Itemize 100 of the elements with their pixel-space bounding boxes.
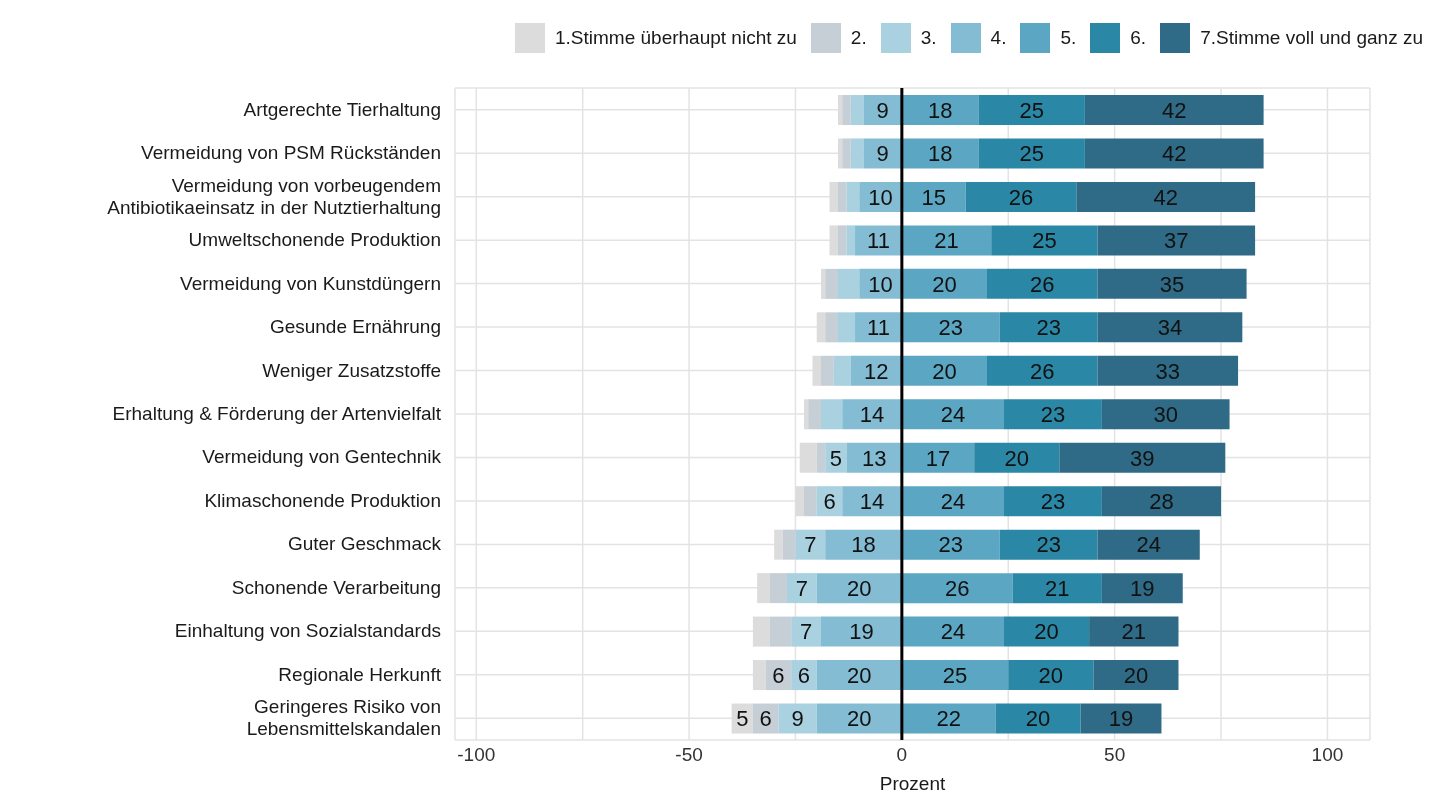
bar	[769, 573, 787, 604]
legend-label: 2.	[850, 27, 867, 49]
data-label: 18	[927, 97, 953, 123]
bar	[901, 95, 979, 125]
y-tick-label: Regionale Herkunft	[278, 663, 442, 685]
data-label: 19	[1108, 706, 1134, 732]
y-tick-label: Artgerechte Tierhaltung	[243, 98, 441, 120]
bar	[1097, 268, 1247, 299]
bar	[901, 660, 1009, 691]
data-label: 20	[1004, 445, 1030, 471]
data-label: 21	[1121, 619, 1147, 645]
bar	[1101, 573, 1183, 604]
bar	[1008, 660, 1094, 691]
bar	[901, 616, 1004, 647]
data-label: 26	[1030, 271, 1055, 297]
bar	[901, 529, 1000, 560]
bar	[901, 573, 1013, 604]
bar	[1101, 486, 1222, 517]
bar	[1097, 225, 1256, 256]
bar	[821, 616, 902, 647]
data-label: 33	[1155, 358, 1181, 384]
legend-label: 7.Stimme voll und ganz zu	[1200, 27, 1423, 49]
data-label: 20	[1034, 619, 1059, 645]
data-label: 9	[876, 97, 889, 123]
bar	[1089, 616, 1179, 647]
data-label: 23	[938, 532, 964, 558]
bar	[1004, 399, 1102, 430]
x-tick-label: 100	[1311, 744, 1344, 766]
bar	[1084, 95, 1264, 125]
bar	[846, 181, 860, 212]
y-tick-label: Vermeidung von vorbeugendem Antibiotikaeinsatz in der Nutztierhaltung	[107, 174, 441, 218]
data-label: 6	[797, 662, 811, 688]
data-label: 7	[804, 532, 817, 558]
bar	[1080, 703, 1162, 734]
data-label: 7	[795, 575, 808, 601]
data-label: 42	[1161, 141, 1187, 167]
data-label: 21	[934, 228, 959, 254]
data-label: 24	[940, 402, 966, 428]
bar	[978, 95, 1085, 125]
bar	[1097, 312, 1243, 343]
x-tick-label: -50	[675, 744, 703, 766]
data-label: 19	[1130, 575, 1155, 601]
bar	[816, 703, 902, 734]
data-label: 7	[799, 619, 813, 645]
data-label: 25	[1019, 97, 1044, 123]
data-label: 6	[759, 706, 772, 732]
bar	[999, 312, 1098, 343]
bar	[786, 573, 817, 604]
y-tick-label: Vermeidung von PSM Rückständen	[141, 142, 441, 164]
bar	[901, 442, 975, 473]
data-label: 20	[847, 662, 872, 688]
bar	[901, 181, 966, 212]
data-label: 14	[859, 402, 885, 428]
bar	[1012, 573, 1102, 604]
bar	[999, 529, 1098, 560]
data-label: 17	[925, 445, 951, 471]
data-label: 20	[932, 358, 957, 384]
bar	[1101, 399, 1230, 430]
y-tick-label: Vermeidung von Gentechnik	[202, 446, 442, 468]
bar	[808, 399, 821, 430]
bar	[1059, 442, 1226, 473]
bar	[821, 399, 843, 430]
bar	[850, 138, 864, 169]
data-label: 25	[1019, 141, 1044, 167]
data-label: 25	[1032, 228, 1057, 254]
data-label: 23	[938, 315, 964, 341]
legend-label: 3.	[920, 27, 937, 49]
data-label: 24	[940, 619, 966, 645]
data-label: 26	[1008, 184, 1034, 210]
data-label: 19	[849, 619, 874, 645]
bar	[901, 486, 1004, 517]
bar	[816, 573, 902, 604]
data-label: 26	[944, 575, 970, 601]
y-tick-label: Vermeidung von Kunstdüngern	[180, 272, 441, 294]
bar	[803, 486, 817, 517]
y-tick-label: Klimaschonende Produktion	[204, 489, 441, 511]
data-label: 20	[847, 706, 872, 732]
data-label: 20	[1123, 662, 1149, 688]
bar	[978, 138, 1085, 169]
data-label: 5	[736, 706, 749, 732]
x-tick-label: -100	[457, 744, 496, 766]
data-label: 18	[927, 141, 953, 167]
data-label: 9	[791, 706, 804, 732]
y-tick-label: Einhaltung von Sozialstandards	[174, 620, 441, 642]
data-label: 6	[772, 662, 785, 688]
legend-label: 5.	[1060, 27, 1077, 49]
data-label: 22	[936, 706, 961, 732]
bar	[833, 355, 851, 386]
bar	[901, 225, 992, 256]
bar	[901, 355, 987, 386]
y-tick-label: Schonende Verarbeitung	[231, 576, 441, 598]
data-label: 42	[1153, 184, 1178, 210]
bar	[901, 703, 996, 734]
bar	[850, 95, 864, 125]
bar	[816, 442, 826, 473]
bar	[825, 268, 839, 299]
bar	[825, 312, 839, 343]
bar	[1093, 660, 1179, 691]
bar	[838, 268, 860, 299]
bar	[965, 181, 1077, 212]
